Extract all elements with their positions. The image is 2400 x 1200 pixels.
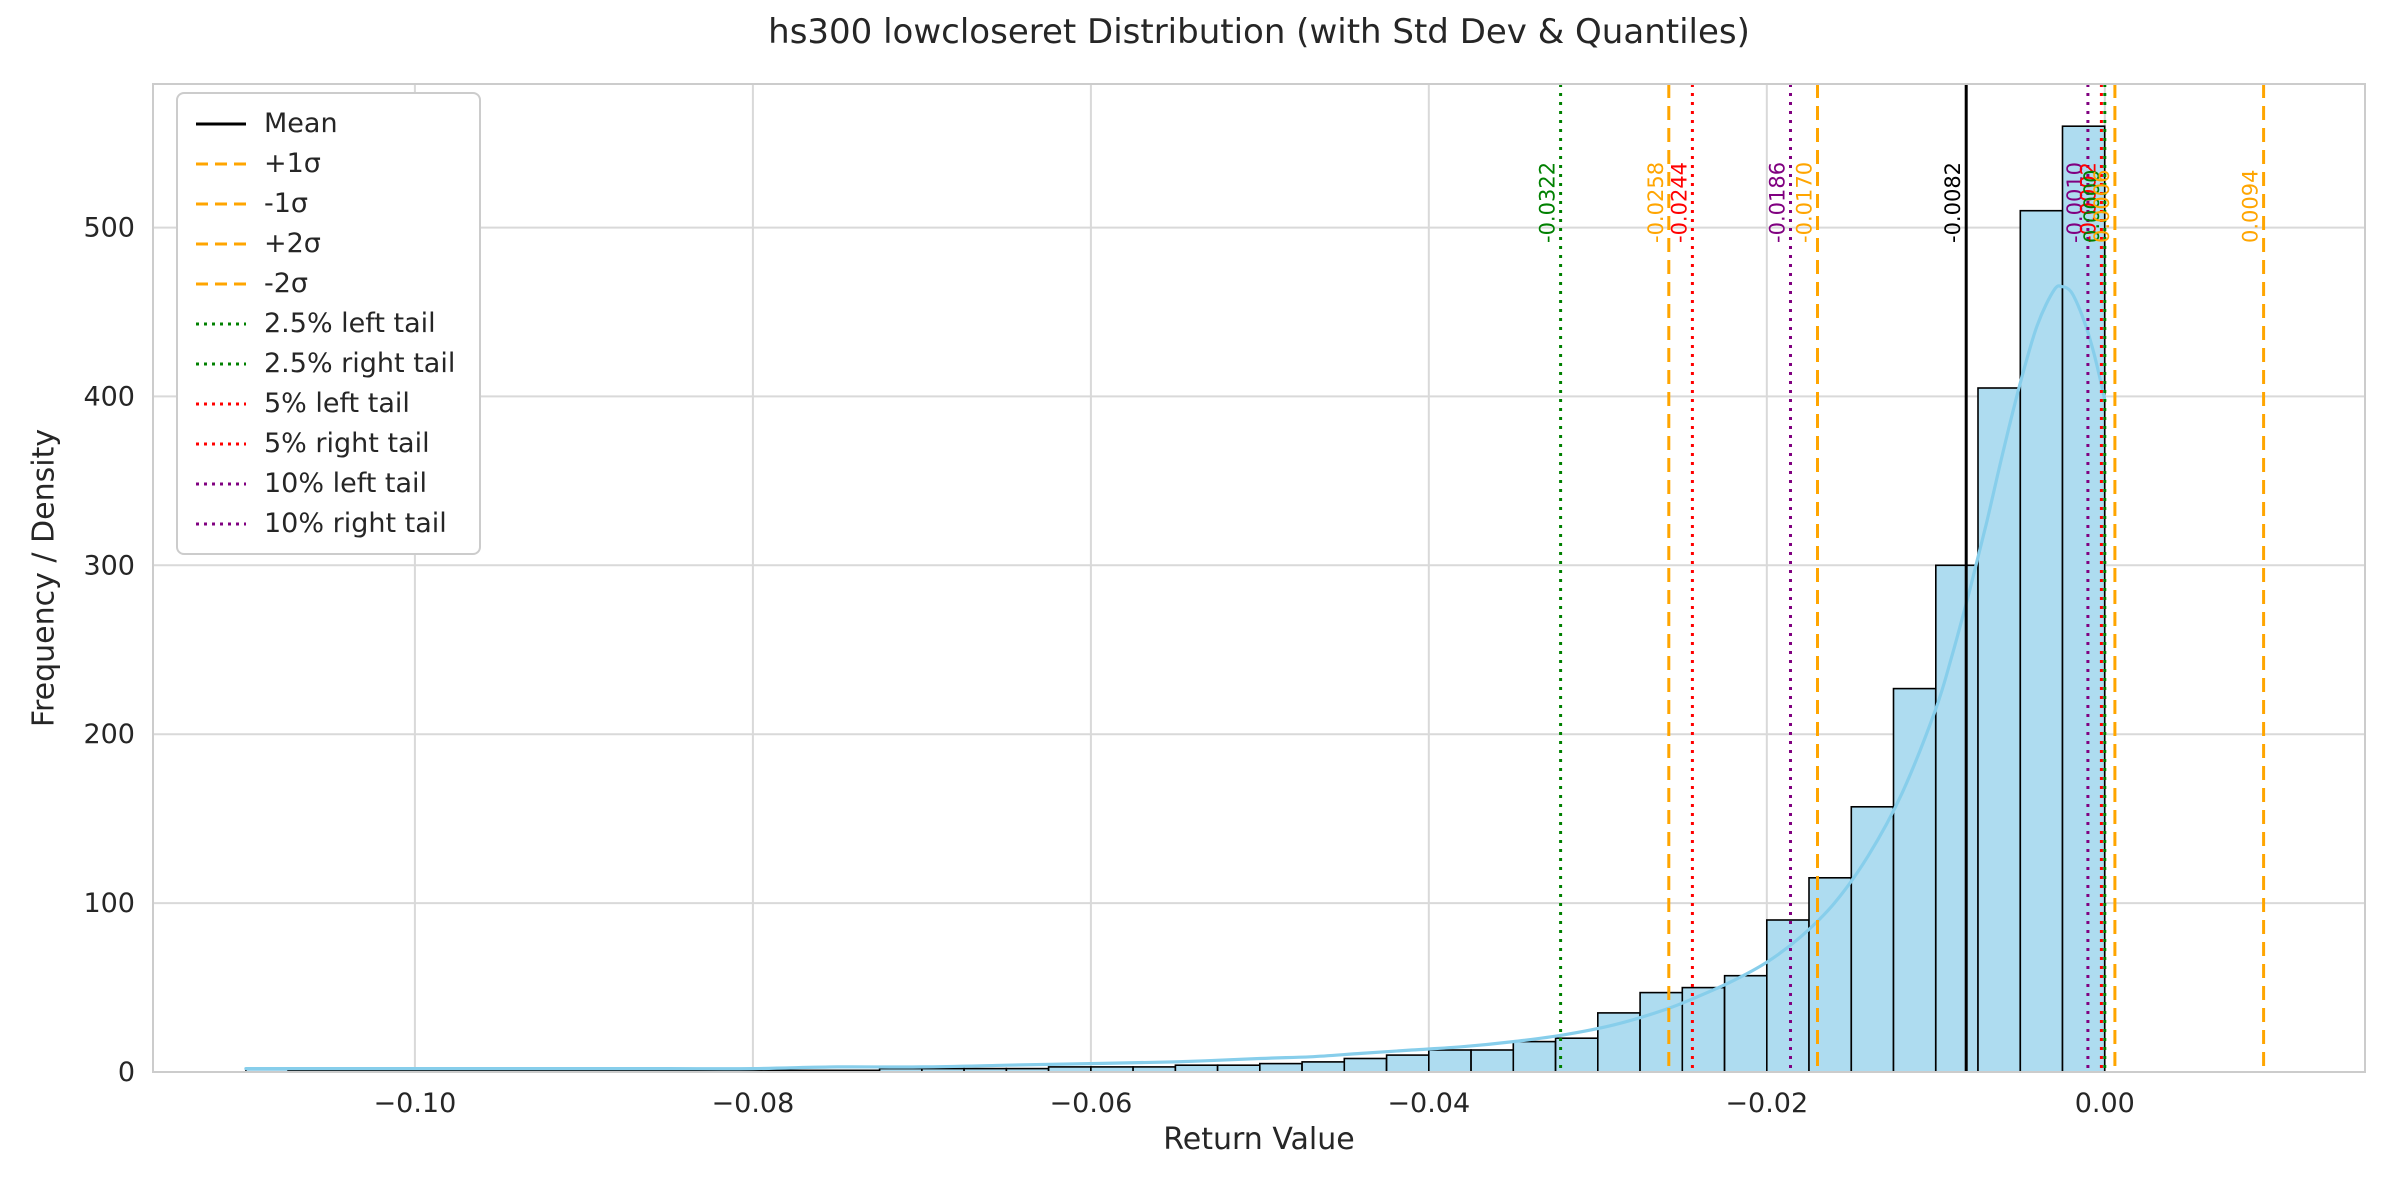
legend-item: 5% right tail xyxy=(194,428,455,459)
vline-label-plus-2-sigma: 0.0094 xyxy=(2239,170,2263,243)
histogram-bar xyxy=(1892,687,1937,1073)
legend-item: +1σ xyxy=(194,148,455,179)
vline-label-minus-1-sigma: -0.0170 xyxy=(1793,162,1817,243)
chart-title: hs300 lowcloseret Distribution (with Std… xyxy=(768,12,1750,52)
histogram-bar xyxy=(1301,1061,1346,1073)
y-tick-label: 300 xyxy=(83,550,135,581)
x-tick-label: −0.04 xyxy=(1387,1088,1470,1119)
vline-label-q05-left: -0.0244 xyxy=(1667,162,1691,243)
legend-line-sample xyxy=(196,402,246,405)
legend-line-sample xyxy=(196,242,246,245)
legend-item: 2.5% right tail xyxy=(194,348,455,379)
plot-border xyxy=(152,83,2366,1073)
histogram-bar xyxy=(1766,919,1810,1073)
legend-item: 5% left tail xyxy=(194,388,455,419)
legend-item-label: 2.5% left tail xyxy=(264,308,436,339)
x-tick-label: −0.06 xyxy=(1050,1088,1133,1119)
y-tick-label: 500 xyxy=(83,213,135,244)
histogram-bar xyxy=(1723,974,1768,1073)
histogram-bar xyxy=(1174,1064,1219,1073)
histogram-bar xyxy=(1259,1062,1303,1073)
legend-item-label: 5% left tail xyxy=(264,388,410,419)
x-tick-label: −0.10 xyxy=(374,1088,457,1119)
legend-item: +2σ xyxy=(194,228,455,259)
legend-line-sample xyxy=(196,202,246,205)
legend-line-sample xyxy=(196,522,246,525)
x-tick-label: −0.02 xyxy=(1725,1088,1808,1119)
histogram-bar xyxy=(1216,1064,1261,1073)
vline-label-q05-right: -0.0002 xyxy=(2076,162,2100,243)
legend-line-sample xyxy=(196,162,246,165)
x-tick-label: −0.08 xyxy=(712,1088,795,1119)
histogram-bar xyxy=(1470,1049,1515,1073)
vline-label-q025-left: -0.0322 xyxy=(1536,162,1560,243)
x-axis-label: Return Value xyxy=(1163,1122,1355,1157)
legend-item-label: +2σ xyxy=(264,228,321,259)
legend-item: -1σ xyxy=(194,188,455,219)
vline-label-mean: -0.0082 xyxy=(1941,162,1965,243)
histogram-bar xyxy=(1343,1057,1388,1073)
legend-item: -2σ xyxy=(194,268,455,299)
kde-curve xyxy=(244,284,2107,1071)
y-tick-label: 200 xyxy=(83,719,135,750)
legend-item-label: -2σ xyxy=(264,268,309,299)
histogram-bar xyxy=(1977,387,2022,1073)
histogram-bar xyxy=(2019,209,2064,1073)
histogram-bar xyxy=(1428,1049,1472,1073)
legend-line-sample xyxy=(196,122,246,125)
legend-line-sample xyxy=(196,482,246,485)
vline-label-minus-2-sigma: -0.0258 xyxy=(1644,162,1668,243)
y-tick-label: 0 xyxy=(118,1057,135,1088)
legend-line-sample xyxy=(196,442,246,445)
y-tick-label: 100 xyxy=(83,888,135,919)
histogram-bar xyxy=(2061,125,2106,1073)
legend-line-sample xyxy=(196,362,246,365)
legend-item: Mean xyxy=(194,108,455,139)
legend-item-label: 2.5% right tail xyxy=(264,348,456,379)
histogram-bar xyxy=(1597,1012,1641,1073)
legend-item-label: -1σ xyxy=(264,188,309,219)
legend-item-label: Mean xyxy=(264,108,338,139)
y-tick-label: 400 xyxy=(83,381,135,412)
legend: Mean +1σ -1σ +2σ -2σ 2.5% left tail 2.5% right… xyxy=(176,92,482,555)
vline-label-q025-right: 0.0000 xyxy=(2080,170,2104,243)
histogram-bar xyxy=(1512,1040,1557,1073)
legend-item-label: +1σ xyxy=(264,148,321,179)
legend-line-sample xyxy=(196,322,246,325)
legend-item: 10% right tail xyxy=(194,508,455,539)
histogram-bar xyxy=(1935,564,1979,1073)
legend-item: 10% left tail xyxy=(194,468,455,499)
histogram-bar xyxy=(1385,1054,1430,1073)
legend-item: 2.5% left tail xyxy=(194,308,455,339)
x-tick-label: 0.00 xyxy=(2075,1088,2135,1119)
legend-item-label: 5% right tail xyxy=(264,428,430,459)
vline-label-plus-1-sigma: 0.0006 xyxy=(2090,170,2114,243)
y-axis-label: Frequency / Density xyxy=(26,428,62,728)
legend-item-label: 10% right tail xyxy=(264,508,447,539)
vline-label-q10-left: -0.0186 xyxy=(1766,162,1790,243)
vline-label-q10-right: -0.0010 xyxy=(2063,162,2087,243)
legend-item-label: 10% left tail xyxy=(264,468,428,499)
legend-line-sample xyxy=(196,282,246,285)
